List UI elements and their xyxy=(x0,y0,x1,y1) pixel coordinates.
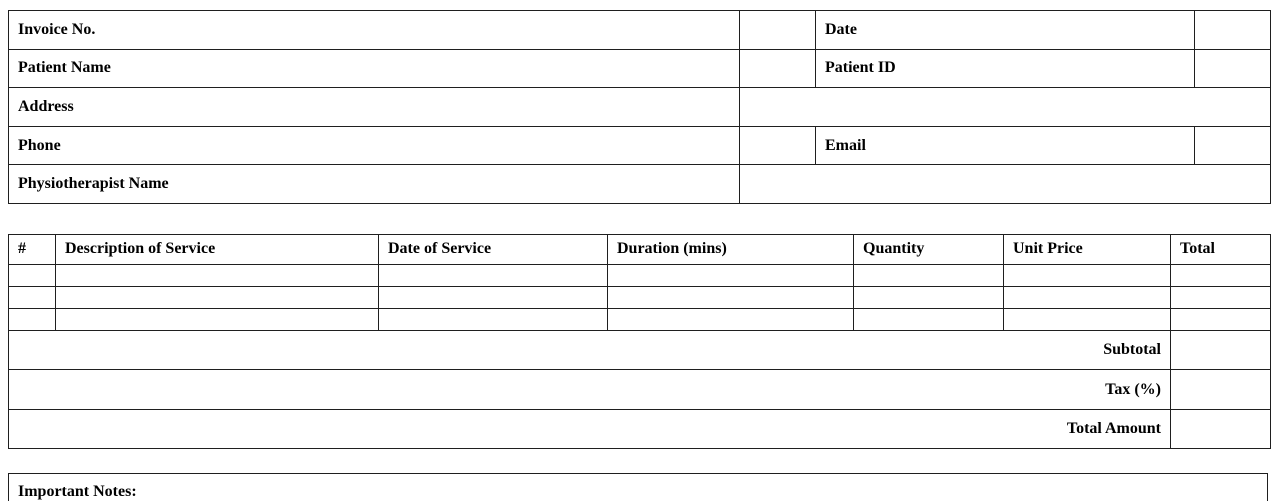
invoice-no-date-row: Invoice No. Date xyxy=(8,10,1271,50)
service-date-cell[interactable] xyxy=(378,307,608,331)
service-total-cell[interactable] xyxy=(1170,263,1271,287)
phone-label: Phone xyxy=(8,125,740,166)
tax-row: Tax (%) xyxy=(8,369,1271,410)
service-unit-price-cell[interactable] xyxy=(1003,307,1171,331)
service-number-cell[interactable] xyxy=(8,285,56,309)
service-row-2 xyxy=(8,285,1271,309)
patient-info-table: Invoice No. Date Patient Name Patient ID… xyxy=(8,10,1271,204)
date-label: Date xyxy=(815,10,1195,50)
phone-value-cell[interactable] xyxy=(739,125,816,166)
email-label: Email xyxy=(815,125,1195,166)
address-row: Address xyxy=(8,87,1271,127)
col-header-description: Description of Service xyxy=(55,233,379,265)
phone-email-row: Phone Email xyxy=(8,125,1271,166)
col-header-duration: Duration (mins) xyxy=(607,233,854,265)
services-header-row: # Description of Service Date of Service… xyxy=(8,233,1271,265)
service-date-cell[interactable] xyxy=(378,263,608,287)
tax-value-cell[interactable] xyxy=(1170,369,1271,410)
physiotherapist-name-row: Physiotherapist Name xyxy=(8,164,1271,204)
service-unit-price-cell[interactable] xyxy=(1003,263,1171,287)
total-amount-value-cell[interactable] xyxy=(1170,408,1271,450)
service-quantity-cell[interactable] xyxy=(853,307,1004,331)
service-description-cell[interactable] xyxy=(55,285,379,309)
physiotherapist-name-label: Physiotherapist Name xyxy=(8,164,740,204)
patient-id-label: Patient ID xyxy=(815,48,1195,89)
service-quantity-cell[interactable] xyxy=(853,285,1004,309)
physiotherapist-name-value-cell[interactable] xyxy=(739,164,1271,204)
col-header-total: Total xyxy=(1170,233,1271,265)
col-header-unit-price: Unit Price xyxy=(1003,233,1171,265)
service-number-cell[interactable] xyxy=(8,307,56,331)
patient-name-label: Patient Name xyxy=(8,48,740,89)
service-description-cell[interactable] xyxy=(55,307,379,331)
service-total-cell[interactable] xyxy=(1170,307,1271,331)
service-number-cell[interactable] xyxy=(8,263,56,287)
invoice-no-label: Invoice No. xyxy=(8,10,740,50)
email-value-cell[interactable] xyxy=(1194,125,1271,166)
col-header-date-of-service: Date of Service xyxy=(378,233,608,265)
service-quantity-cell[interactable] xyxy=(853,263,1004,287)
patient-id-value-cell[interactable] xyxy=(1194,48,1271,89)
tax-label: Tax (%) xyxy=(8,369,1171,410)
address-label: Address xyxy=(8,87,740,127)
services-table: # Description of Service Date of Service… xyxy=(8,233,1271,450)
patient-name-value-cell[interactable] xyxy=(739,48,816,89)
col-header-number: # xyxy=(8,233,56,265)
total-amount-label: Total Amount xyxy=(8,408,1171,450)
patient-name-id-row: Patient Name Patient ID xyxy=(8,48,1271,89)
important-notes-label: Important Notes: xyxy=(18,483,137,501)
service-unit-price-cell[interactable] xyxy=(1003,285,1171,309)
service-duration-cell[interactable] xyxy=(607,307,854,331)
subtotal-value-cell[interactable] xyxy=(1170,329,1271,371)
service-date-cell[interactable] xyxy=(378,285,608,309)
subtotal-label: Subtotal xyxy=(8,329,1171,371)
invoice-no-value-cell[interactable] xyxy=(739,10,816,50)
service-description-cell[interactable] xyxy=(55,263,379,287)
service-row-1 xyxy=(8,263,1271,287)
subtotal-row: Subtotal xyxy=(8,329,1271,371)
service-duration-cell[interactable] xyxy=(607,285,854,309)
service-row-3 xyxy=(8,307,1271,331)
col-header-quantity: Quantity xyxy=(853,233,1004,265)
total-amount-row: Total Amount xyxy=(8,408,1271,450)
service-total-cell[interactable] xyxy=(1170,285,1271,309)
service-duration-cell[interactable] xyxy=(607,263,854,287)
notes-section[interactable]: Important Notes: xyxy=(8,473,1268,501)
address-value-cell[interactable] xyxy=(739,87,1271,127)
date-value-cell[interactable] xyxy=(1194,10,1271,50)
